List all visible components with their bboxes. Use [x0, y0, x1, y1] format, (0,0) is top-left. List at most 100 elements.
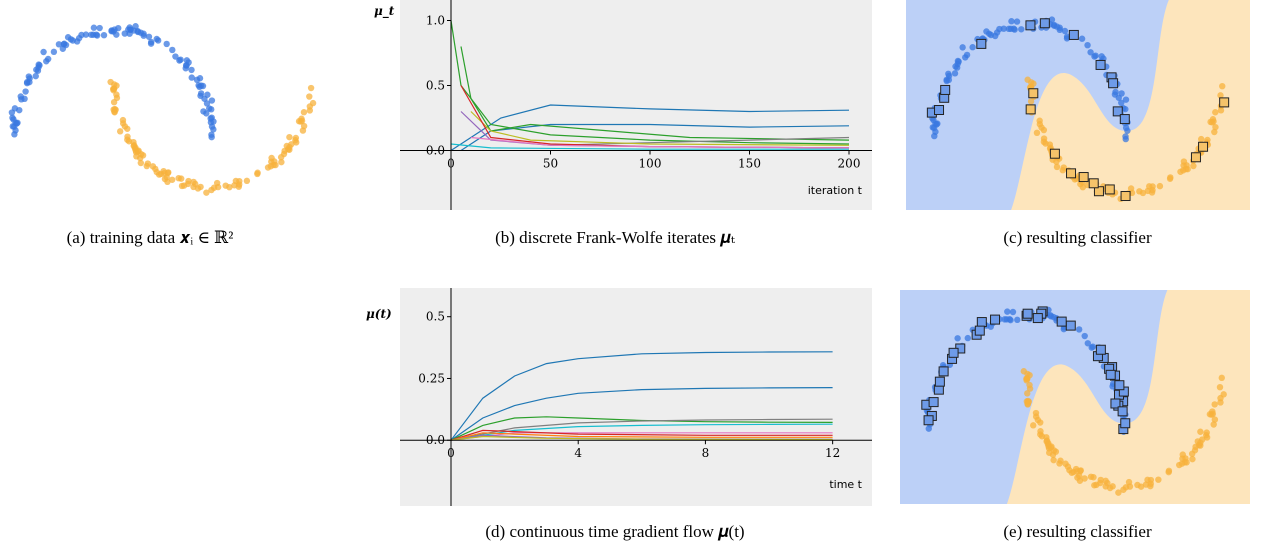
data-point [50, 48, 58, 56]
data-point [1048, 443, 1055, 450]
data-point [1098, 53, 1105, 60]
data-point [193, 76, 201, 84]
data-point [945, 76, 953, 84]
data-point [951, 70, 959, 77]
series-line [450, 143, 849, 150]
data-point [143, 162, 150, 170]
x-axis-label: time t [829, 478, 862, 491]
x-tick-label: 4 [574, 446, 582, 460]
panel-b-frank-wolfe: 0 50 100 150 200 0.0 0.5 1.0 μ_t iteration t [362, 0, 892, 210]
data-point [67, 36, 75, 43]
support-vector-marker [934, 105, 945, 116]
data-point [132, 23, 139, 30]
data-point [1096, 479, 1104, 487]
data-point [236, 177, 243, 185]
x-tick-label: 200 [838, 157, 861, 171]
data-point [1092, 52, 1099, 59]
data-point [1216, 383, 1224, 391]
data-point [1210, 421, 1217, 428]
data-point [75, 34, 83, 42]
data-point [1013, 18, 1021, 25]
data-point [1081, 332, 1088, 340]
data-point [208, 131, 215, 138]
data-point [1034, 416, 1042, 424]
data-point [1149, 183, 1156, 190]
data-point [300, 109, 308, 116]
y-tick-label: 0.5 [426, 79, 445, 93]
support-vector-marker [1110, 398, 1121, 409]
support-vector-marker [1104, 184, 1115, 195]
data-point [1061, 27, 1069, 35]
data-point [1004, 308, 1011, 315]
data-point [156, 171, 163, 178]
data-point [1115, 489, 1122, 496]
data-point [1033, 129, 1041, 137]
data-point [1189, 455, 1196, 463]
data-point [1118, 90, 1125, 97]
data-point [169, 46, 176, 54]
panel-c-classifier [906, 0, 1250, 210]
data-point [210, 184, 218, 191]
data-point [161, 175, 169, 183]
data-point [1026, 381, 1033, 389]
series-line [450, 387, 833, 441]
support-vector-marker [923, 415, 934, 426]
x-tick-label: 12 [825, 446, 840, 460]
data-point [1053, 23, 1061, 30]
series-line [450, 435, 833, 441]
data-point [172, 53, 179, 60]
support-vector-marker [1049, 148, 1060, 159]
data-point [1046, 141, 1054, 148]
support-vector-marker [1066, 168, 1077, 179]
series-line [470, 111, 850, 146]
data-point [993, 29, 1001, 36]
support-vector-marker [1112, 106, 1123, 117]
support-vector-marker [938, 366, 949, 377]
data-point [1018, 26, 1025, 33]
data-point [113, 31, 120, 38]
data-point [292, 137, 299, 144]
support-vector-marker [1108, 78, 1119, 89]
data-point [1218, 374, 1225, 382]
data-point [1194, 438, 1201, 445]
support-vector-marker [1219, 97, 1230, 108]
support-vector-marker [934, 376, 945, 387]
moons-scatter-a [8, 23, 317, 196]
data-point [1036, 117, 1043, 124]
series-line [450, 432, 833, 441]
data-point [1118, 99, 1125, 107]
data-point [207, 115, 214, 122]
caption-c: (c) resulting classifier [1003, 228, 1152, 247]
data-point [1165, 468, 1172, 476]
data-point [1048, 16, 1056, 23]
chart-b: 0 50 100 150 200 0.0 0.5 1.0 μ_t iteration t [374, 0, 892, 210]
support-vector-marker [1095, 344, 1106, 355]
support-vector-marker [1095, 59, 1106, 70]
data-point [277, 154, 285, 161]
data-point [932, 128, 939, 135]
data-point [208, 97, 216, 104]
data-point [111, 26, 118, 33]
data-point [243, 177, 251, 185]
data-point [206, 105, 213, 112]
data-point [1038, 124, 1045, 131]
data-point [1155, 476, 1162, 483]
data-point [1122, 124, 1130, 131]
data-point [107, 78, 114, 86]
panel-e-classifier [900, 290, 1250, 504]
data-point [1109, 483, 1116, 490]
support-vector-marker [1025, 20, 1036, 31]
data-point [113, 91, 120, 98]
data-point [90, 24, 98, 31]
data-point [1125, 478, 1133, 486]
data-point [1156, 182, 1164, 190]
data-point [116, 128, 124, 135]
data-point [55, 41, 63, 48]
data-point [1027, 98, 1035, 105]
support-vector-marker [1078, 172, 1089, 183]
data-point [1217, 92, 1224, 99]
data-point [1180, 162, 1187, 169]
data-point [1009, 308, 1017, 316]
region-blue [900, 290, 1168, 504]
support-vector-marker [948, 347, 959, 358]
